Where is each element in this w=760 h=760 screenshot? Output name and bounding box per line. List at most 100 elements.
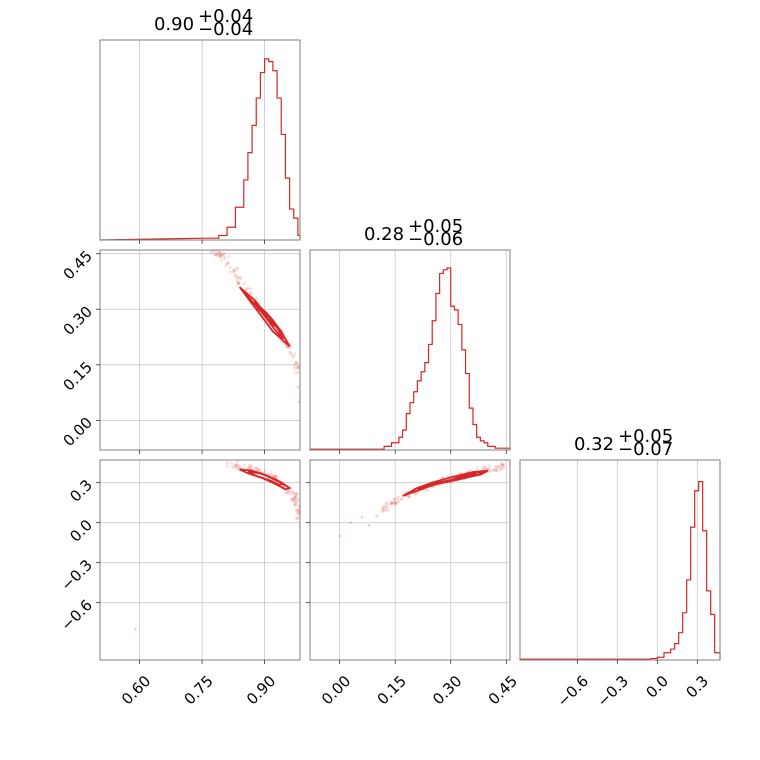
ytick-label-1-1: 0.15 <box>60 358 96 394</box>
sample-point <box>238 464 242 468</box>
sample-point <box>223 256 227 261</box>
hist-frame-2 <box>519 459 721 661</box>
sample-point <box>244 288 248 292</box>
outlier-point-2 <box>367 524 371 527</box>
sample-point <box>494 467 498 472</box>
sample-point <box>498 467 502 471</box>
sample-point <box>239 277 243 281</box>
sample-point <box>294 495 298 499</box>
summary-median-2: 0.32 <box>574 434 614 455</box>
sample-point <box>494 464 498 468</box>
sample-point <box>263 468 267 473</box>
pair-0-plot-area <box>209 250 300 404</box>
sample-point <box>499 462 504 466</box>
sample-point <box>406 495 410 499</box>
sample-point <box>393 501 397 506</box>
sample-point <box>225 262 229 266</box>
ytick-label-2-0: −0.6 <box>58 596 96 634</box>
sample-point <box>390 502 394 506</box>
summary-plus-1: +0.05 <box>408 216 463 237</box>
pair-panel-0-1 <box>96 249 301 454</box>
sample-point <box>396 495 401 499</box>
sample-point <box>225 461 230 465</box>
sample-point <box>296 508 300 512</box>
sample-point <box>255 467 259 471</box>
summary-median-0: 0.90 <box>154 14 194 35</box>
sample-point <box>408 495 412 499</box>
sample-point <box>235 467 239 471</box>
sample-point <box>236 466 240 470</box>
sample-point <box>395 497 399 501</box>
sample-point <box>500 463 504 468</box>
sample-point <box>383 505 387 509</box>
xtick-label-2-2: 0.0 <box>642 672 672 702</box>
sample-point <box>231 269 235 273</box>
sample-point <box>285 345 289 349</box>
sample-point <box>291 491 295 495</box>
sample-point <box>221 252 226 256</box>
sample-point <box>294 491 298 496</box>
sample-point <box>293 352 297 356</box>
xtick-label-0-0: 0.60 <box>118 672 154 708</box>
sample-point <box>235 277 239 281</box>
sample-point <box>399 497 403 501</box>
summary-plus-2: +0.05 <box>618 426 673 447</box>
sample-point <box>295 508 299 512</box>
sample-point <box>286 489 291 493</box>
sample-point <box>295 492 299 496</box>
sample-point <box>400 497 404 501</box>
sample-point <box>296 510 300 514</box>
sample-point <box>232 465 236 470</box>
sample-point <box>232 271 236 275</box>
sample-point <box>269 472 273 476</box>
sample-point <box>425 488 429 492</box>
ytick-label-1-2: 0.30 <box>60 303 96 339</box>
sample-point <box>235 279 239 284</box>
sample-point <box>487 469 491 473</box>
summary-minus-0: −0.04 <box>198 19 253 40</box>
sample-point <box>218 254 222 258</box>
sample-point <box>225 464 229 468</box>
sample-point <box>492 468 496 472</box>
xtick-label-0-2: 0.90 <box>243 672 279 708</box>
sample-point <box>385 506 389 510</box>
xtick-label-0-1: 0.75 <box>180 672 216 708</box>
xtick-label-1-1: 0.15 <box>374 672 410 708</box>
sample-point <box>209 250 213 254</box>
sample-point <box>500 467 504 471</box>
sample-point <box>271 473 275 478</box>
sample-point <box>220 253 224 257</box>
sample-point <box>297 504 300 508</box>
sample-point <box>248 466 252 470</box>
sample-point <box>273 474 277 478</box>
sample-point <box>292 500 296 504</box>
sample-point <box>297 507 300 511</box>
hist-panel-2: 0.32 +0.05−0.07 <box>519 426 721 664</box>
contour-2-2 <box>432 472 478 486</box>
sample-point <box>290 498 294 502</box>
sample-point <box>394 502 398 506</box>
sample-point <box>248 287 252 291</box>
sample-point <box>234 464 238 468</box>
sample-point <box>295 512 299 516</box>
sample-point <box>494 465 499 469</box>
sample-point <box>247 466 251 470</box>
sample-point <box>222 252 226 256</box>
sample-point <box>297 363 300 367</box>
sample-point <box>394 500 398 505</box>
sample-point <box>390 501 394 505</box>
pair-frame-0 <box>99 249 301 451</box>
sample-point <box>230 465 234 469</box>
ytick-label-1-0: 0.00 <box>60 414 96 450</box>
sample-point <box>234 274 238 278</box>
sample-point <box>293 367 297 371</box>
sample-point <box>293 503 297 507</box>
sample-point <box>294 361 298 365</box>
sample-point <box>217 251 221 255</box>
sample-point <box>385 504 389 508</box>
param-summary-0: 0.90 <box>154 14 194 35</box>
sample-point <box>236 464 241 468</box>
sample-point <box>381 507 385 511</box>
pair-panel-1-2 <box>306 459 511 664</box>
sample-point <box>396 500 400 504</box>
